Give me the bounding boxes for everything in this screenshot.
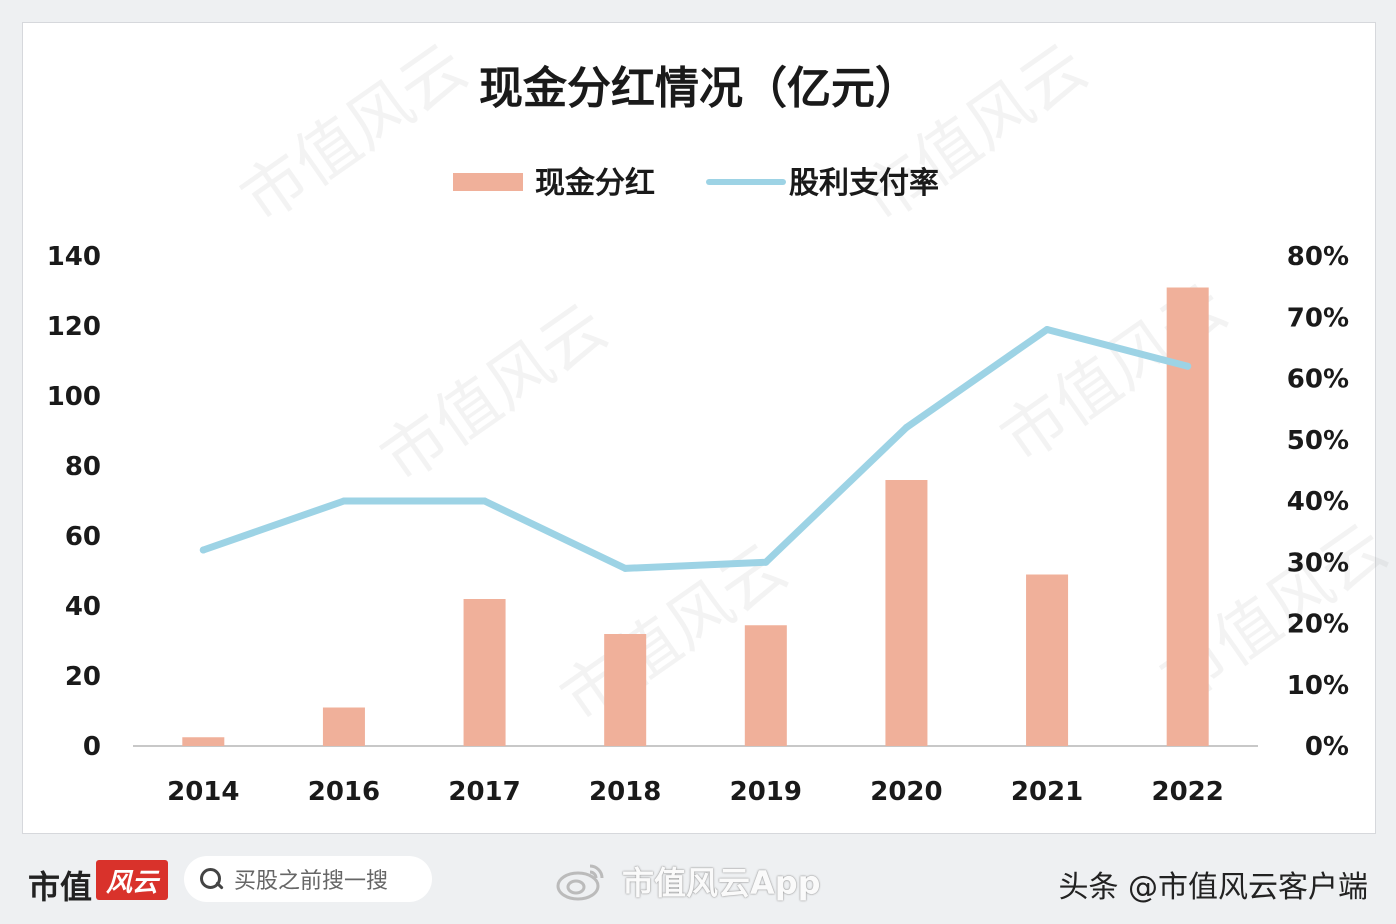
y-right-tick-label: 60% <box>1287 365 1349 395</box>
line-point <box>1043 326 1051 333</box>
x-tick-label: 2014 <box>167 777 239 807</box>
y-left-tick-label: 100 <box>47 382 101 412</box>
legend-label-line: 股利支付率 <box>789 166 939 201</box>
bar <box>463 599 506 746</box>
y-left-tick-label: 60 <box>65 522 101 552</box>
bar <box>604 634 647 746</box>
bar <box>322 707 365 746</box>
y-right-tick-label: 20% <box>1287 610 1349 640</box>
line-point <box>762 558 770 566</box>
y-right-tick-label: 0% <box>1305 732 1349 762</box>
bar <box>1166 287 1209 746</box>
bar <box>744 625 787 746</box>
y-right-tick-label: 80% <box>1287 242 1349 272</box>
x-tick-label: 2019 <box>730 777 802 807</box>
weibo-link[interactable]: 市值风云App <box>556 858 821 904</box>
x-tick-label: 2022 <box>1152 777 1224 807</box>
y-left-tick-label: 120 <box>47 312 101 342</box>
search-icon <box>198 866 224 892</box>
x-tick-label: 2016 <box>308 777 380 807</box>
toutiao-label: 头条 @市值风云客户端 <box>1058 870 1368 905</box>
y-left-tick-label: 40 <box>65 592 101 622</box>
brand-logo: 风云 <box>96 860 168 900</box>
brand-name: 市值 <box>28 868 93 906</box>
y-right-tick-label: 70% <box>1287 303 1349 333</box>
y-left-tick-label: 80 <box>65 452 101 482</box>
chart-svg: 现金分红情况（亿元） 现金分红 股利支付率 0 20 40 60 80 100 120 140 0% 1… <box>47 63 1349 807</box>
line-point <box>1184 362 1192 370</box>
line-point <box>481 497 489 505</box>
search-placeholder: 买股之前搜一搜 <box>234 869 389 894</box>
y-left-tick-label: 140 <box>47 242 101 272</box>
bar <box>885 480 928 746</box>
footer: 市值 风云 买股之前搜一搜 市值风云App 头条 @市值风云客户端 <box>0 836 1396 924</box>
legend-label-bar: 现金分红 <box>535 166 655 201</box>
x-tick-label: 2017 <box>448 777 520 807</box>
y-right-tick-label: 40% <box>1287 487 1349 517</box>
search-box[interactable]: 买股之前搜一搜 <box>184 856 432 902</box>
y-right-tick-label: 50% <box>1287 426 1349 456</box>
x-tick-label: 2021 <box>1011 777 1083 807</box>
bar <box>1026 574 1069 746</box>
line-point <box>340 497 348 505</box>
line-point <box>902 424 910 431</box>
bar <box>182 737 225 746</box>
line-point <box>621 564 629 572</box>
y-left-tick-label: 0 <box>83 732 101 762</box>
x-tick-label: 2020 <box>870 777 942 807</box>
y-right-tick-label: 30% <box>1287 548 1349 578</box>
weibo-icon <box>556 864 604 901</box>
y-left-tick-label: 20 <box>65 662 101 692</box>
chart-title: 现金分红情况（亿元） <box>479 63 919 114</box>
weibo-label: 市值风云App <box>622 864 821 902</box>
line-point <box>199 546 207 554</box>
series-line <box>199 326 1192 572</box>
chart-card: 市值风云 市值风云 市值风云 市值风云 市值风云 市值风云 现金分红情况（亿元）… <box>22 22 1396 834</box>
y-right-tick-label: 10% <box>1287 671 1349 701</box>
x-tick-label: 2018 <box>589 777 661 807</box>
legend-swatch-bar <box>453 173 523 191</box>
